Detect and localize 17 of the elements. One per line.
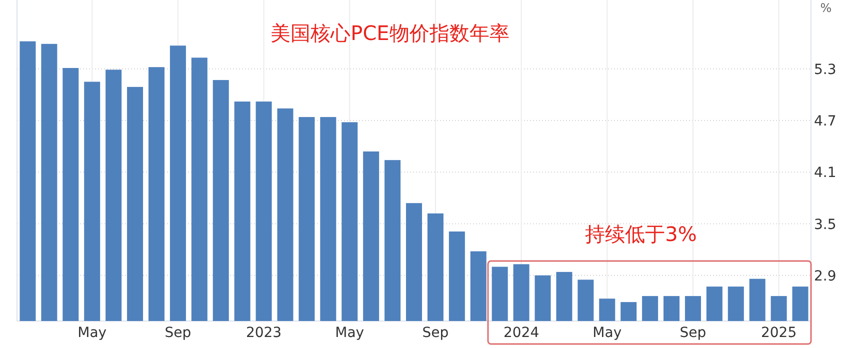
x-tick-label: Sep	[164, 325, 192, 341]
y-tick-label: 5.3	[814, 62, 836, 78]
y-tick-label: 2.9	[814, 268, 836, 284]
x-tick-label: May	[592, 325, 622, 341]
x-tick-label: May	[335, 325, 364, 341]
x-tick-label: Sep	[680, 325, 706, 341]
y-tick-label: 3.5	[814, 216, 836, 233]
x-tick-label: 2024	[503, 325, 540, 341]
x-tick-label: 2025	[760, 325, 797, 341]
x-tick-label: Sep	[422, 325, 449, 341]
y-axis-title: %	[820, 1, 832, 15]
x-tick-label: 2023	[246, 325, 282, 341]
y-tick-label: 4.1	[814, 165, 836, 182]
annotation: 持续低于3%	[585, 222, 697, 246]
y-tick-label: 4.7	[814, 113, 836, 130]
text: 美国核心PCE物价指数年率	[270, 21, 510, 45]
x-tick-label: May	[78, 325, 107, 341]
